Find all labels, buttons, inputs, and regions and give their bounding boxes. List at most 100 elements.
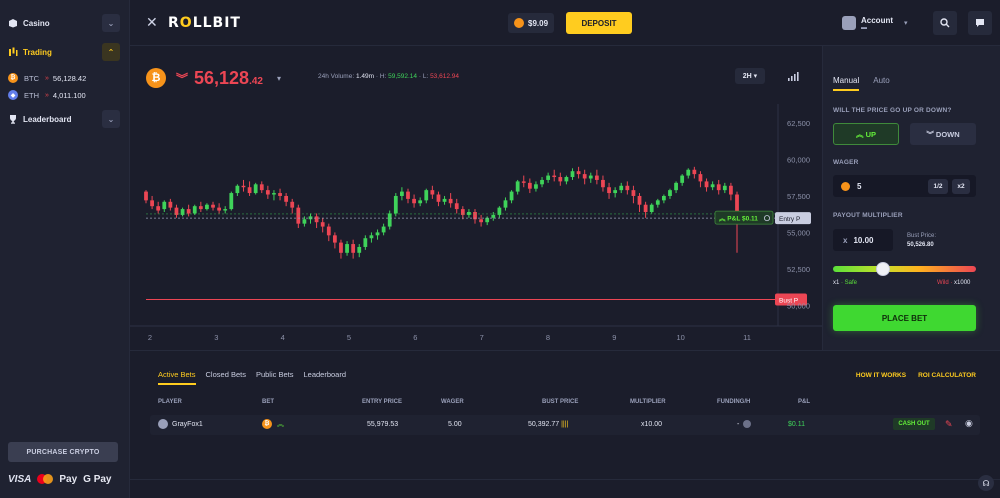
payment-methods: VISA Pay G Pay <box>8 472 124 486</box>
up-arrow-icon: ︽ <box>855 129 866 139</box>
entry-tag-label: Entry P <box>779 216 800 223</box>
tab-closed-bets[interactable]: Closed Bets <box>205 370 246 379</box>
close-icon[interactable]: ✕ <box>146 14 158 30</box>
dice-icon <box>8 18 18 28</box>
candle <box>144 190 148 204</box>
balance-display[interactable]: $9.09 <box>508 13 555 33</box>
candle <box>619 182 624 194</box>
deposit-button[interactable]: DEPOSIT <box>566 12 632 34</box>
half-wager-button[interactable]: 1/2 <box>928 179 948 194</box>
up-button[interactable]: ︽ UP <box>833 123 899 145</box>
candle-body <box>722 185 727 191</box>
purchase-crypto-button[interactable]: PURCHASE CRYPTO <box>8 442 118 462</box>
sidebar-coin-eth[interactable]: ◆ ETH » 4,011.100 <box>8 88 120 102</box>
y-tick-label: 60,000 <box>787 156 810 165</box>
x-tick-label: 9 <box>612 333 616 342</box>
candle <box>540 177 544 188</box>
cash-out-button[interactable]: CASH OUT <box>893 418 935 430</box>
roi-calculator-link[interactable]: ROI CALCULATOR <box>918 372 976 379</box>
coin-symbol: ETH <box>24 90 39 100</box>
place-bet-button[interactable]: PLACE BET <box>833 305 976 331</box>
candle-body <box>680 175 685 183</box>
multiplier-label: PAYOUT MULTIPLIER <box>833 212 903 219</box>
tab-leaderboard[interactable]: Leaderboard <box>303 370 347 379</box>
tab-active-bets[interactable]: Active Bets <box>158 370 196 385</box>
candle-body <box>156 206 161 211</box>
coin-price: 4,011.100 <box>52 90 86 100</box>
slider-max-label: Wild · x1000 <box>937 280 971 286</box>
signal-bars-icon: |||| <box>561 421 569 428</box>
chevron-down-icon[interactable]: ⌄ <box>102 110 120 128</box>
candle <box>412 194 416 208</box>
edit-icon[interactable]: ✎ <box>945 419 953 429</box>
sidebar-item-label: Trading <box>23 47 52 57</box>
sidebar-coin-btc[interactable]: ₿ BTC » 56,128.42 <box>8 71 120 85</box>
down-arrow-icon: » <box>45 74 49 82</box>
candle-body <box>515 181 520 192</box>
candle-body <box>400 191 404 196</box>
timeframe-select[interactable]: 2H ▾ <box>735 68 765 84</box>
sidebar-item-trading[interactable]: Trading ⌃ <box>8 43 120 61</box>
pnl-tag-bg <box>714 210 774 225</box>
up-arrow-icon: ︽ <box>277 421 284 428</box>
candle-body <box>174 207 179 215</box>
candle-body <box>235 185 240 194</box>
candle <box>643 201 648 218</box>
multiplier-input[interactable]: x 10.00 <box>833 229 893 251</box>
account-menu[interactable]: Account ▬ ▾ <box>842 13 916 33</box>
down-button[interactable]: ︾ DOWN <box>910 123 976 145</box>
candle-body <box>162 201 167 210</box>
sidebar-item-leaderboard[interactable]: Leaderboard ⌄ <box>8 110 120 128</box>
tab-auto[interactable]: Auto <box>873 76 890 85</box>
candle <box>381 223 386 236</box>
sidebar: Casino ⌄ Trading ⌃ ₿ BTC » 56,128.42 ◆ E… <box>0 0 130 498</box>
candle <box>491 212 496 221</box>
bets-section: Active Bets Closed Bets Public Bets Lead… <box>130 350 1000 498</box>
candle-body <box>534 184 538 189</box>
candle <box>168 198 173 211</box>
candle <box>521 175 526 188</box>
chevron-down-icon[interactable]: ⌄ <box>102 14 120 32</box>
bust-tag-label: Bust P <box>779 298 798 305</box>
candle-body <box>607 187 611 194</box>
candle-body <box>284 195 289 202</box>
search-icon <box>940 18 950 28</box>
candle-body <box>570 171 575 178</box>
candle-body <box>345 244 349 253</box>
y-tick-label: 57,500 <box>787 192 810 201</box>
chat-button[interactable] <box>968 11 992 35</box>
tab-public-bets[interactable]: Public Bets <box>255 370 294 379</box>
how-it-works-link[interactable]: HOW IT WORKS <box>855 372 907 379</box>
candle-body <box>619 185 624 191</box>
chart-type-icon[interactable] <box>787 70 799 82</box>
info-icon[interactable] <box>743 420 752 428</box>
candle <box>259 181 264 194</box>
candle <box>485 216 490 226</box>
col-bust-price: BUST PRICE <box>542 399 579 405</box>
chevron-down-icon[interactable]: ▾ <box>276 73 281 83</box>
slider-handle[interactable] <box>876 262 891 276</box>
bets-links: HOW IT WORKS ROI CALCULATOR <box>856 372 976 379</box>
candle-body <box>259 184 264 191</box>
candle-body <box>296 207 301 224</box>
sidebar-item-casino[interactable]: Casino ⌄ <box>8 14 120 32</box>
bust-price-info: Bust Price: 50,526.80 <box>907 233 937 248</box>
candle-body <box>460 209 465 215</box>
double-wager-button[interactable]: x2 <box>952 179 970 194</box>
search-button[interactable] <box>933 11 957 35</box>
candle <box>674 181 678 194</box>
rollbit-logo[interactable]: ROLLBIT <box>168 15 241 31</box>
eye-icon[interactable]: ◉ <box>965 418 973 428</box>
candle <box>150 195 154 210</box>
trophy-icon <box>8 114 18 124</box>
candle <box>576 166 581 179</box>
price-chart[interactable]: ︽ P&L $0.11 Entry P Bust P 62,500 60,000 57,5… <box>130 46 822 350</box>
chevron-up-icon[interactable]: ⌃ <box>102 43 120 61</box>
headset-icon[interactable]: ☊ <box>978 475 994 491</box>
tab-manual[interactable]: Manual <box>833 76 860 91</box>
candle <box>582 169 587 185</box>
candle-body <box>320 222 325 227</box>
candle-body <box>387 213 392 227</box>
candle <box>546 172 551 183</box>
multiplier-slider[interactable] <box>833 266 976 272</box>
